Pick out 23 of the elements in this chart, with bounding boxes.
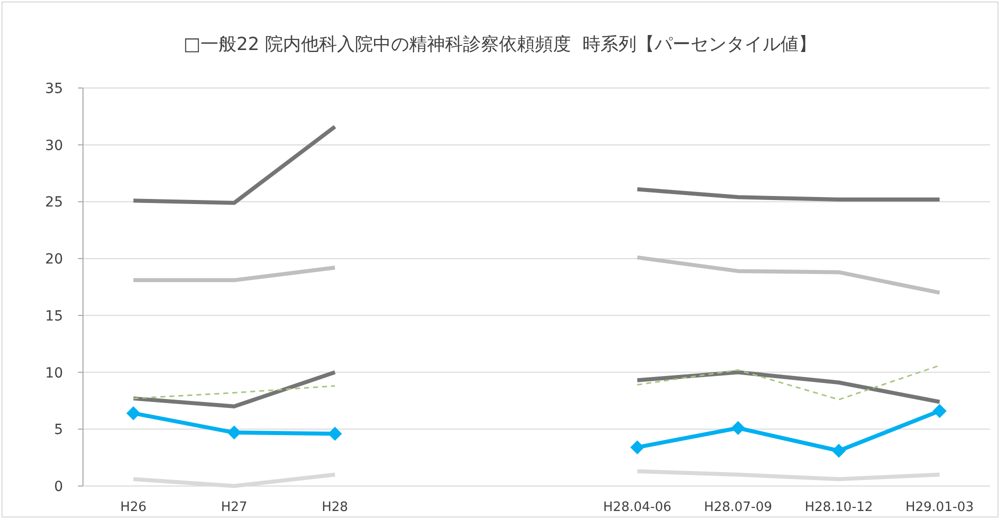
x-tick-label: H28	[322, 500, 348, 515]
point	[227, 426, 242, 440]
chart-title: □一般22 院内他科入院中の精神科診察依頼頻度 時系列【パーセンタイル値】	[183, 34, 817, 55]
y-tick-label: 20	[45, 252, 63, 268]
point	[731, 421, 746, 436]
point	[630, 440, 644, 454]
point	[126, 406, 140, 420]
y-tick-label: 30	[45, 138, 63, 154]
x-tick-label: H27	[221, 500, 248, 515]
x-tick-label: H26	[120, 500, 147, 515]
y-tick-label: 25	[45, 194, 63, 211]
x-tick-label: H28.10-12	[804, 500, 873, 515]
y-tick-label: 0	[54, 479, 63, 495]
y-tick-label: 10	[45, 365, 63, 382]
point	[832, 444, 846, 458]
point	[932, 404, 947, 418]
x-tick-label: H29.01-03	[905, 500, 974, 515]
y-tick-label: 15	[45, 308, 63, 324]
x-tick-label: H28.07-09	[704, 500, 772, 515]
x-tick-label: H28.04-06	[603, 500, 672, 515]
y-tick-label: 35	[45, 81, 63, 97]
y-tick-label: 5	[54, 422, 63, 438]
point	[328, 426, 342, 441]
